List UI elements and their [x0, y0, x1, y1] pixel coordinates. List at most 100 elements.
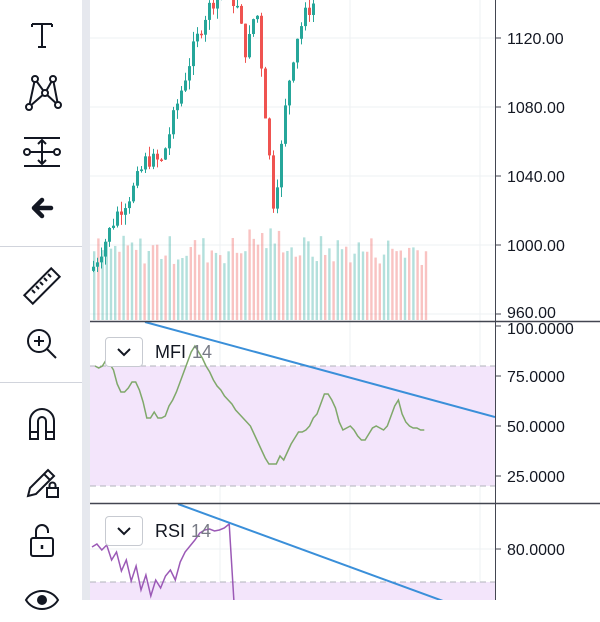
mfi-indicator-name[interactable]: MFI — [155, 341, 186, 362]
candle-body — [232, 0, 235, 7]
rsi-collapse-button[interactable] — [105, 516, 143, 546]
rsi-scale[interactable]: 80.0000 — [495, 542, 565, 559]
mfi-scale-label: 50.0000 — [507, 419, 565, 436]
volume-bar — [114, 245, 117, 320]
volume-bar — [290, 247, 293, 320]
visibility-tool[interactable] — [16, 578, 68, 622]
candle-body — [104, 241, 107, 257]
candle-body — [92, 266, 95, 271]
volume-bar — [345, 246, 348, 320]
price-label: 1000.00 — [507, 238, 565, 255]
rsi-indicator-param: 14 — [191, 520, 212, 541]
mfi-scale-label: 75.0000 — [507, 369, 565, 386]
lock-drawings-tool[interactable] — [16, 460, 68, 504]
mfi-legend: MFI 14 — [105, 333, 212, 371]
pattern-tool[interactable] — [16, 70, 68, 114]
lock-tool[interactable] — [16, 518, 68, 562]
volume-bar — [172, 263, 176, 320]
volume-bar — [198, 254, 201, 320]
volume-bar — [328, 248, 331, 320]
back-tool[interactable] — [16, 186, 68, 230]
drawing-toolbar — [0, 0, 82, 610]
volume-bar — [139, 238, 142, 320]
rsi-indicator-name[interactable]: RSI — [155, 520, 186, 541]
candle-body — [252, 19, 255, 35]
volume-bar — [135, 249, 138, 320]
text-tool[interactable] — [16, 13, 68, 57]
volume-bar — [214, 252, 218, 320]
volume-bar — [93, 251, 96, 320]
candle-body — [180, 90, 183, 104]
mfi-scale-label: 25.0000 — [507, 469, 565, 486]
volume-bar — [252, 238, 255, 320]
rsi-legend: RSI 14 — [105, 512, 211, 550]
volume-bar — [248, 229, 251, 320]
candle-body — [256, 15, 259, 20]
candle-body — [212, 2, 215, 9]
volume-bar — [202, 238, 205, 320]
volume-bar — [126, 245, 129, 320]
volume-bar — [286, 250, 289, 320]
volume-bar — [332, 261, 335, 320]
candle-body — [192, 41, 195, 67]
mfi-trendline[interactable] — [144, 322, 495, 418]
candle-body — [208, 2, 211, 20]
mfi-scale[interactable]: 100.0000 75.0000 50.0000 25.0000 — [495, 321, 574, 486]
volume-bar — [147, 250, 150, 320]
candle-body — [312, 3, 315, 15]
candle-body — [196, 33, 199, 42]
volume-bar — [156, 244, 159, 320]
rsi-trendline[interactable] — [177, 504, 495, 600]
volume-bar — [206, 262, 209, 320]
volume-bar — [387, 240, 390, 320]
volume-bar — [361, 251, 365, 320]
candle-body — [132, 185, 135, 202]
volume-bar — [403, 257, 407, 320]
ruler-tool[interactable] — [16, 264, 68, 308]
volume-bar — [177, 259, 180, 320]
volume-bar — [193, 240, 197, 320]
magnet-tool[interactable] — [16, 402, 68, 446]
arrow-left-icon — [31, 197, 54, 219]
volume-bar — [122, 235, 125, 320]
volume-bar — [324, 254, 327, 320]
candle-body — [140, 169, 143, 172]
toolbar-scroll-rail[interactable] — [82, 0, 90, 600]
volume-bar — [168, 236, 171, 320]
candle-body — [200, 33, 203, 36]
toolbar-divider — [0, 382, 82, 383]
candle-body — [144, 156, 147, 170]
mfi-collapse-button[interactable] — [105, 337, 143, 367]
volume-bar — [143, 263, 146, 320]
candle-body — [120, 211, 123, 215]
zoom-tool[interactable] — [16, 322, 68, 366]
volume-bar — [353, 253, 356, 320]
candle-body — [172, 110, 175, 135]
candle-body — [124, 208, 127, 215]
volume-bar — [231, 237, 234, 320]
volume-bar — [185, 255, 188, 320]
candle-body — [152, 153, 155, 167]
zoom-in-icon — [27, 329, 57, 359]
volume-bar — [210, 250, 213, 320]
candle-body — [164, 148, 167, 160]
candle-body — [112, 225, 115, 228]
price-label: 1120.00 — [507, 31, 564, 48]
candle-body — [216, 0, 219, 9]
candle-body — [148, 156, 151, 167]
eye-icon — [24, 590, 60, 610]
candle-body — [236, 5, 239, 8]
rsi-scale-label: 80.0000 — [507, 542, 565, 559]
volume-bar — [374, 257, 377, 320]
chart-area[interactable]: 1120.00 1080.00 1040.00 1000.00 960.00 1… — [90, 0, 600, 600]
volume-bar — [412, 247, 415, 320]
volume-bar — [160, 258, 163, 320]
forecast-tool[interactable] — [16, 130, 68, 174]
price-scale[interactable]: 1120.00 1080.00 1040.00 1000.00 960.00 — [495, 31, 565, 322]
volume-bar — [105, 241, 108, 320]
text-icon — [31, 23, 53, 48]
mfi-band — [90, 366, 495, 486]
volume-bar — [349, 262, 352, 320]
volume-bar — [336, 240, 339, 320]
volume-bar — [97, 238, 100, 320]
